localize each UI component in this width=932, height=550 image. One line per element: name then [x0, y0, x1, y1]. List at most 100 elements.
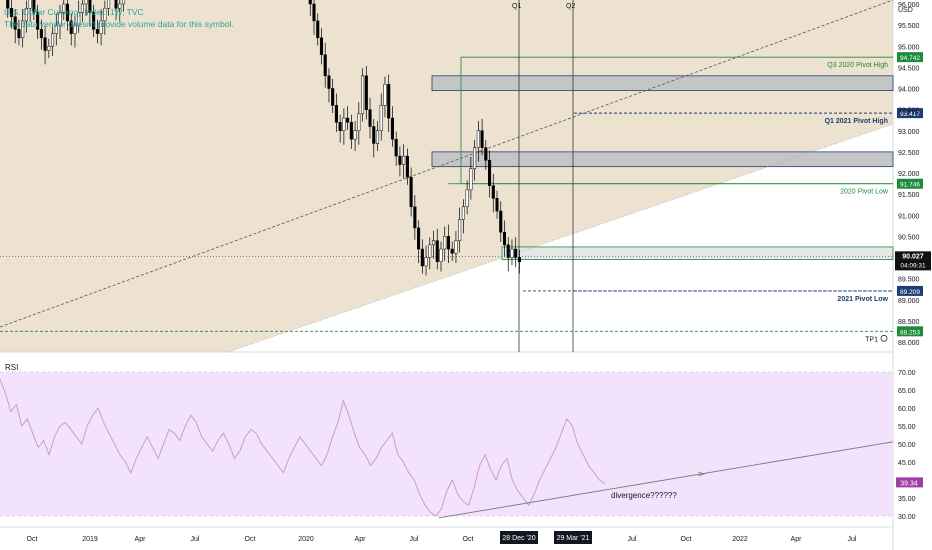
candle-body: [13, 16, 17, 30]
candle-body: [368, 109, 372, 127]
price-tick: 91.500: [898, 192, 920, 199]
level-tag-text-0: 94.742: [900, 55, 920, 62]
price-tick: 88.000: [898, 340, 920, 347]
dotted-trendline: [227, 123, 894, 353]
price-tick: 94.000: [898, 87, 920, 94]
candle-body: [372, 126, 376, 144]
resistance-zone-upper: [431, 75, 894, 92]
rsi-tick: 55.00: [898, 424, 916, 431]
rsi-tick: 60.00: [898, 406, 916, 413]
resistance-zone-lower: [431, 151, 894, 168]
price-tick: 89.000: [898, 298, 920, 305]
candle-body: [517, 257, 521, 262]
candle-body: [9, 7, 14, 17]
candle-body: [398, 155, 402, 165]
candle-body: [118, 3, 122, 9]
time-tick: Oct: [463, 536, 474, 543]
level-label-3: 2021 Pivot Low: [837, 296, 888, 303]
price-tick: 96.000: [898, 2, 920, 9]
time-marker-bg: [500, 531, 538, 544]
candle-body: [77, 12, 81, 26]
candle-body: [491, 185, 495, 199]
rsi-label: RSI: [5, 363, 18, 372]
level-tag-2: 91.746: [897, 178, 923, 189]
tp1-tag-text: 88.253: [900, 329, 920, 336]
time-marker: 28 Dec '20: [502, 535, 535, 542]
candle-body: [327, 75, 331, 89]
candle-body: [319, 37, 324, 55]
candle-body: [121, 0, 126, 5]
time-tick: Jul: [191, 536, 200, 543]
price-tick: 95.000: [898, 44, 920, 51]
candle-body: [446, 236, 451, 250]
candle-body: [394, 138, 398, 157]
candle-body: [510, 248, 514, 258]
marker-label-Q2: Q2: [566, 3, 575, 10]
candle-body: [6, 0, 10, 9]
candle-body: [107, 0, 111, 9]
candle-body: [84, 0, 88, 5]
candle-body: [454, 240, 458, 254]
candle-body: [316, 20, 320, 39]
candle-body: [99, 20, 103, 34]
last-price-tag: 90.027 04:09:31: [895, 251, 931, 271]
candle-body: [484, 147, 488, 161]
candle-body: [417, 227, 421, 250]
level-label-1: Q1 2021 Pivot High: [825, 118, 888, 125]
candle-body: [409, 176, 413, 208]
rsi-tick: 30.00: [898, 514, 916, 521]
candle-body: [379, 105, 383, 132]
candle-body: [58, 12, 62, 26]
tp1-tag: 88.253: [897, 326, 923, 337]
time-axis: Oct 2019 Apr Jul Oct 2020 Apr Jul Oct 28 Dec '20 2…: [27, 531, 857, 544]
candle-body: [364, 75, 368, 110]
candle-body: [424, 257, 428, 267]
candle-body: [390, 117, 394, 140]
level-tag-text-2: 91.746: [900, 182, 920, 189]
candle-body: [54, 24, 58, 34]
time-tick: Oct: [245, 536, 256, 543]
candle-body: [51, 33, 55, 47]
rsi-pane: [0, 371, 894, 528]
candle-body: [473, 147, 477, 170]
candle-body: [36, 12, 40, 30]
time-marker: 29 Mar '21: [557, 535, 590, 542]
candle-body: [32, 0, 36, 13]
price-tick: 93.500: [898, 108, 920, 115]
rsi-line: [0, 379, 606, 517]
level-tag-text-3: 89.209: [900, 289, 920, 296]
candle-body: [47, 46, 51, 51]
candle-body: [39, 29, 43, 39]
candle-body: [405, 155, 409, 178]
rsi-trendline: [438, 441, 894, 519]
time-tick: 2022: [732, 536, 748, 543]
candle-body: [387, 84, 391, 119]
candle-body: [346, 117, 350, 123]
candle-body: [69, 20, 73, 34]
dashed-trendline: [0, 0, 894, 328]
candle-body: [24, 7, 28, 22]
tp1-target-icon: [880, 334, 888, 342]
symbol-title[interactable]: U.S. Dollar Currency Index, 1W, TVC: [4, 7, 144, 17]
candle-body: [495, 198, 499, 212]
level-tag-3: 89.209: [897, 285, 923, 296]
candle-body: [435, 240, 439, 262]
price-tick: 92.500: [898, 150, 920, 157]
candle-body: [458, 219, 462, 241]
price-tick: 92.000: [898, 171, 920, 178]
rsi-last-value: 39.34: [900, 480, 918, 487]
rsi-tick: 70.00: [898, 370, 916, 377]
candle-body: [439, 248, 443, 262]
last-price-value: 90.027: [902, 253, 924, 260]
time-marker-bg: [554, 531, 592, 544]
level-label-2: 2020 Pivot Low: [840, 189, 889, 196]
price-tick: 90.500: [898, 234, 920, 241]
candle-body: [465, 189, 469, 208]
level-label-0: Q3 2020 Pivot High: [827, 62, 888, 69]
candle-body: [17, 29, 21, 39]
candle-body: [92, 12, 96, 30]
level-tag-1: 93.417: [897, 108, 923, 119]
candle-body: [499, 210, 503, 233]
last-price-countdown: 04:09:31: [900, 262, 926, 269]
